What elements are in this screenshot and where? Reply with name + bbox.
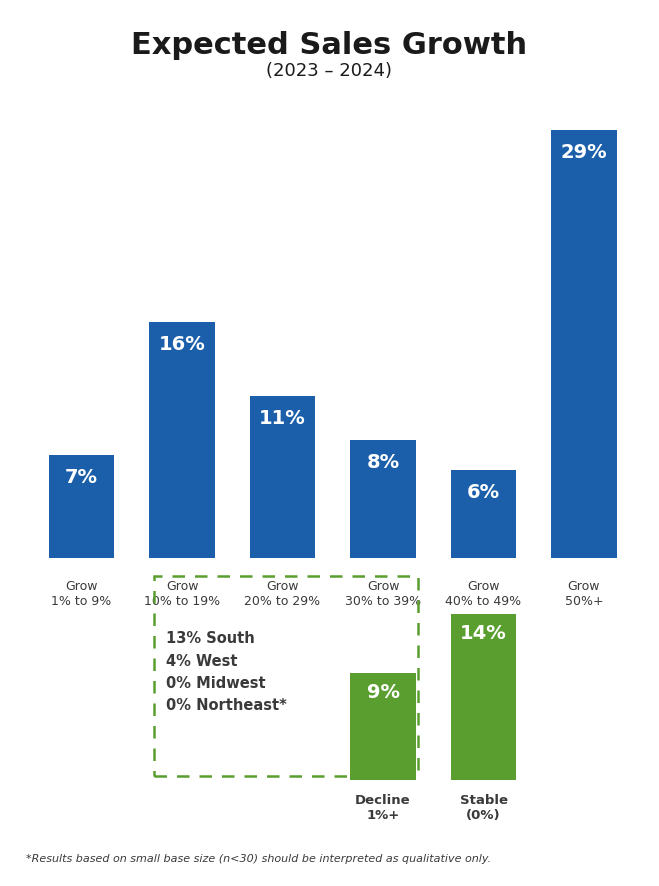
Bar [351,440,416,558]
Text: 14%: 14% [460,624,507,642]
Text: 11%: 11% [259,409,306,428]
Text: Grow
50%+: Grow 50%+ [565,580,603,609]
Text: 6%: 6% [467,483,500,501]
Text: Expected Sales Growth: Expected Sales Growth [131,31,528,60]
Bar [150,322,215,558]
Bar [552,130,617,558]
Text: Grow
20% to 29%: Grow 20% to 29% [244,580,321,609]
Text: 16%: 16% [159,335,206,354]
Bar [250,396,315,558]
Text: 7%: 7% [65,468,98,487]
Text: 13% South
4% West
0% Midwest
0% Northeast*: 13% South 4% West 0% Midwest 0% Northeas… [166,632,287,713]
Text: Grow
10% to 19%: Grow 10% to 19% [144,580,220,609]
Text: (2023 – 2024): (2023 – 2024) [266,62,393,80]
Text: Grow
40% to 49%: Grow 40% to 49% [445,580,521,609]
Text: Grow
30% to 39%: Grow 30% to 39% [345,580,421,609]
Text: 29%: 29% [561,144,608,162]
Bar [451,614,516,780]
Text: 9%: 9% [366,683,399,702]
Bar [451,470,516,558]
Text: 8%: 8% [366,454,399,472]
Text: Stable
(0%): Stable (0%) [459,794,507,822]
Text: Grow
1% to 9%: Grow 1% to 9% [51,580,112,609]
Bar [49,455,114,558]
Bar [351,673,416,780]
Text: *Results based on small base size (n<30) should be interpreted as qualitative on: *Results based on small base size (n<30)… [26,854,492,864]
Text: Decline
1%+: Decline 1%+ [355,794,411,822]
